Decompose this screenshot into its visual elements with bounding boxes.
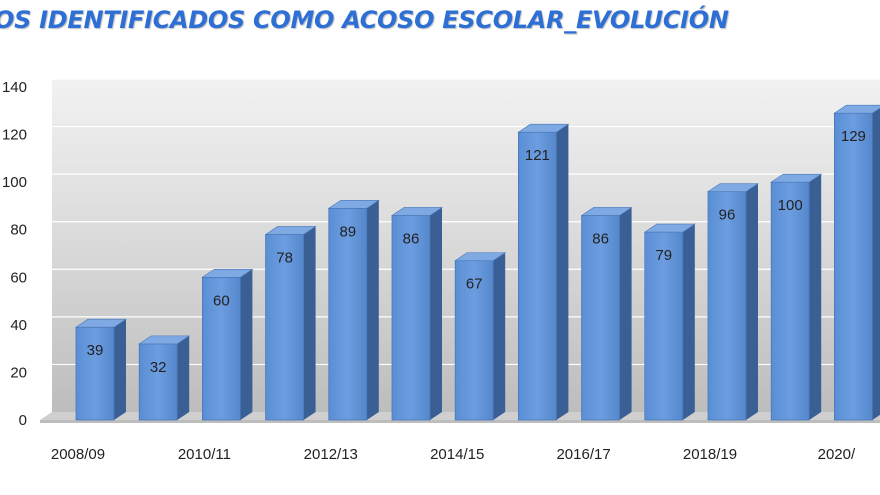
bar-top	[264, 226, 317, 235]
bar-front	[707, 191, 747, 421]
bar-front	[391, 215, 431, 421]
bar-side	[556, 124, 569, 420]
bar-front	[834, 112, 873, 421]
bar-side	[114, 319, 126, 420]
gridline	[39, 173, 880, 183]
y-tick-label: 0	[19, 412, 27, 429]
data-label: 129	[841, 128, 866, 145]
bar: 32	[138, 335, 191, 421]
data-label: 86	[403, 230, 420, 247]
y-tick-label: 100	[2, 174, 27, 191]
y-tick-label: 40	[10, 317, 27, 334]
bar-front	[518, 131, 557, 421]
bar: 86	[580, 207, 633, 421]
bars: 39 32 60 78 89 86 67 121 86 79 96 100 129	[75, 104, 880, 421]
y-tick-label: 60	[10, 269, 27, 286]
bar-top	[138, 335, 191, 345]
y-tick-label: 80	[10, 222, 27, 239]
axes: 0 20 40 60 80 100 120 140 2008/09 2010/11 2012/13 2…	[2, 79, 856, 463]
floor-edge	[40, 420, 880, 423]
bar: 60	[201, 268, 254, 421]
x-tick-label: 2020/	[818, 446, 856, 463]
x-tick-label: 2010/11	[178, 446, 231, 463]
bar-top	[580, 207, 633, 216]
bar-front	[770, 181, 810, 421]
bar-top	[75, 318, 127, 328]
bar-front	[201, 276, 241, 421]
x-tick-label: 2012/13	[304, 446, 358, 463]
x-tick-label: 2018/19	[683, 446, 737, 463]
bar-top	[770, 173, 823, 183]
bar-top	[454, 252, 507, 261]
bar: 96	[707, 183, 759, 421]
bar-front	[138, 343, 178, 421]
bar-top	[391, 207, 443, 216]
data-label: 100	[778, 197, 803, 214]
bar-top	[201, 268, 254, 278]
bar: 79	[643, 223, 696, 421]
chart-title: OS IDENTIFICADOS COMO ACOSO ESCOLAR_EVOL…	[0, 6, 729, 34]
bar-side	[240, 269, 253, 420]
bar: 100	[770, 173, 823, 421]
bar: 39	[75, 318, 127, 421]
bar-side	[746, 183, 758, 420]
data-label: 86	[592, 230, 609, 247]
bar-side	[872, 108, 880, 420]
bar-top	[517, 123, 570, 133]
bar-side	[619, 207, 632, 420]
gridline	[39, 125, 880, 136]
bar-front	[454, 260, 494, 421]
bar: 78	[264, 226, 317, 421]
x-tick-label: 2016/17	[556, 446, 610, 463]
bar-side	[493, 252, 506, 420]
gridline	[39, 78, 880, 88]
bar-side	[177, 335, 190, 420]
bar: 129	[833, 104, 880, 421]
bar-side	[366, 200, 379, 420]
bar-front	[75, 326, 115, 421]
bar-top	[327, 200, 380, 209]
bar-side	[809, 174, 822, 420]
data-label: 32	[150, 359, 167, 376]
data-label: 60	[213, 292, 230, 309]
bar: 67	[454, 252, 507, 421]
bar: 121	[517, 123, 570, 421]
y-tick-label: 140	[2, 79, 27, 96]
bar-top	[833, 104, 880, 114]
data-label: 78	[276, 249, 293, 266]
data-label: 67	[466, 276, 483, 293]
bar: 86	[391, 207, 443, 421]
x-tick-label: 2008/09	[51, 446, 105, 463]
bar-side	[682, 224, 695, 420]
bar: 89	[327, 200, 380, 421]
bar-front	[328, 207, 368, 421]
bar-top	[707, 183, 759, 192]
x-tick-label: 2014/15	[430, 446, 484, 463]
bar-side	[303, 226, 316, 420]
y-tick-label: 120	[2, 127, 27, 144]
data-label: 39	[87, 342, 104, 359]
data-label: 89	[339, 223, 356, 240]
bar-top	[643, 223, 696, 233]
y-tick-label: 20	[10, 364, 27, 381]
bar-front	[265, 234, 305, 421]
data-label: 96	[719, 207, 736, 224]
bar-side	[430, 207, 442, 420]
data-label: 121	[525, 147, 550, 164]
data-label: 79	[655, 247, 672, 264]
